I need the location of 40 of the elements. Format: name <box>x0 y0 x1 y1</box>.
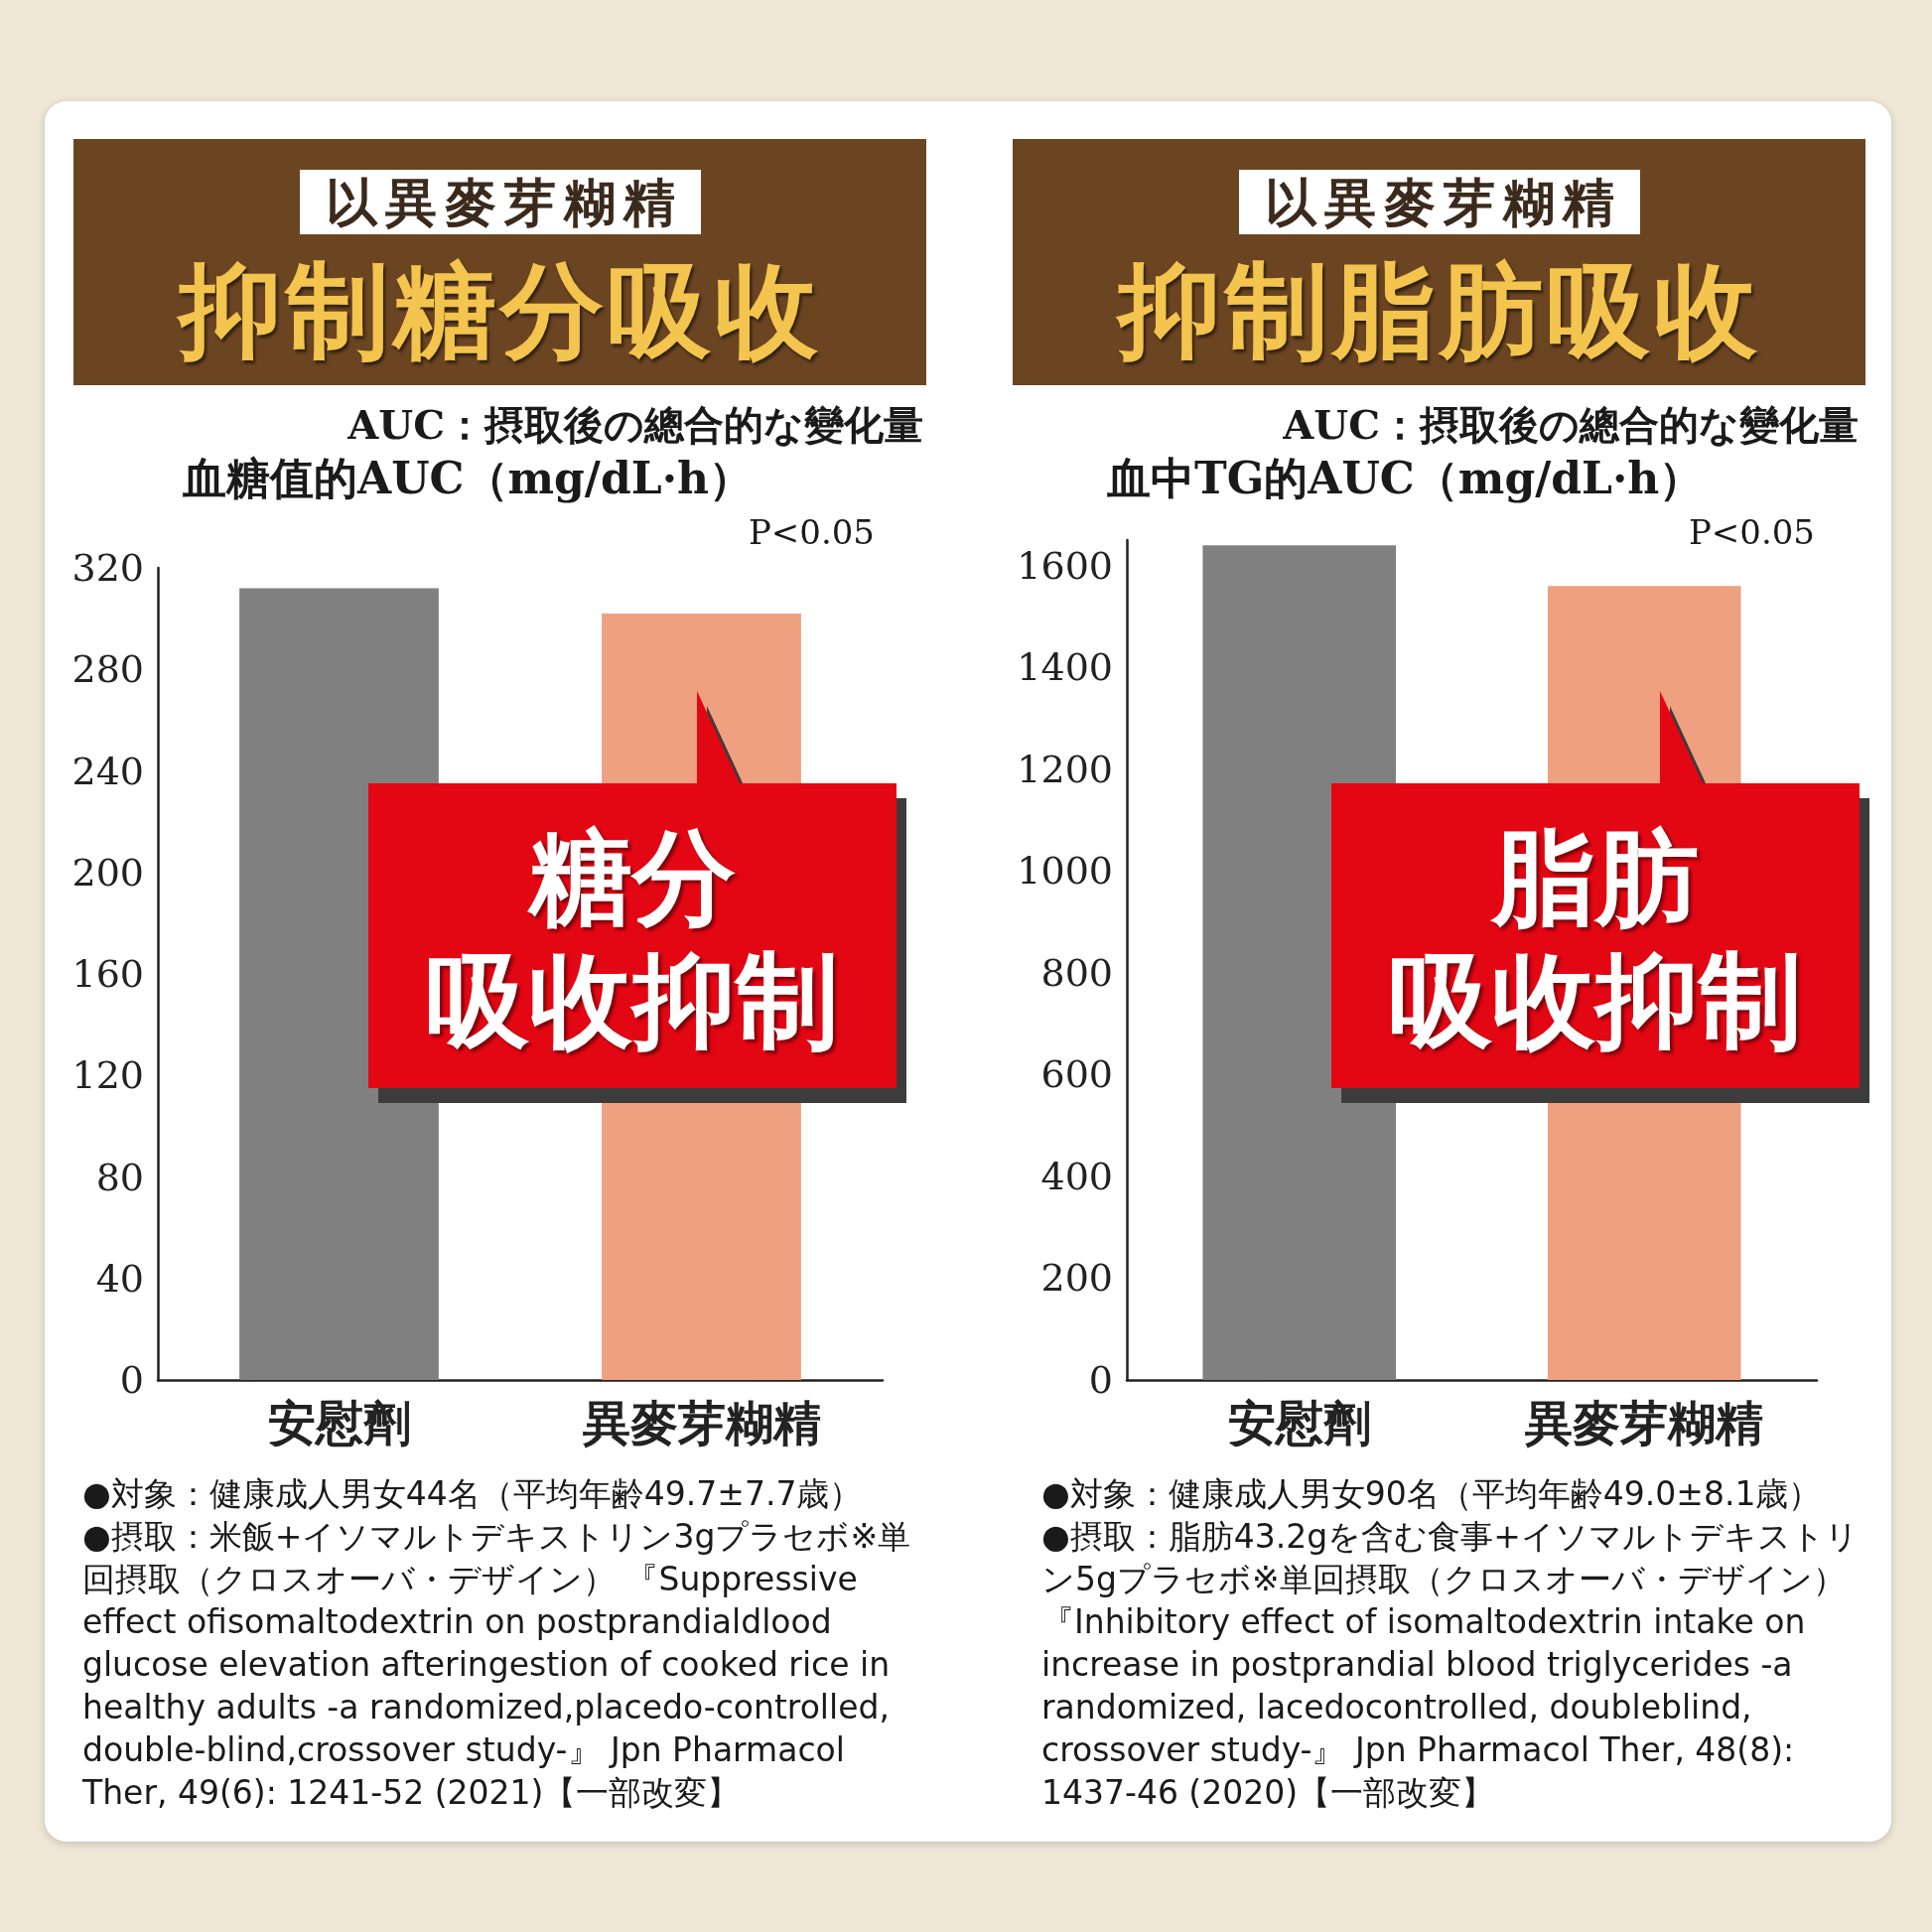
y-tick-label: 600 <box>1040 1052 1113 1097</box>
y-tick-label: 0 <box>1088 1358 1113 1402</box>
y-tick-label: 320 <box>71 546 144 590</box>
y-tick-label: 1400 <box>1017 645 1113 690</box>
chart-title: 抑制糖分吸收 <box>178 249 822 371</box>
annotation: P<0.05 <box>1688 512 1815 552</box>
y-tick-label: 1600 <box>1017 543 1113 588</box>
y-tick-label: 40 <box>95 1256 144 1301</box>
y-tick-label: 1200 <box>1017 747 1113 791</box>
annotation: 脂肪 <box>1492 816 1699 938</box>
x-tick-label: 安慰劑 <box>1227 1395 1371 1450</box>
y-tick-label: 0 <box>119 1358 144 1402</box>
y-tick-label: 160 <box>71 952 144 996</box>
text: ●対象：健康成人男女90名（平均年齢49.0±8.1歳） <box>1041 1473 1823 1515</box>
y-axis-title: 血糖值的AUC（mg/dL·h） <box>183 452 753 505</box>
text: ●摂取：米飯+イソマルトデキストリン3gプラセボ※単回摂取（クロスオーバ・デザイン） 『Suppressive effect ofisomaltodextrin on postprandialdlood glucose elevation afteringestion of cooked rice in healthy adults -a randomized,placedo-controlled, double-blind,crossover study-』 Jpn Pharmacol Ther, 49(6): 1241-52 (2021)【一部改変】 <box>82 1516 912 1814</box>
y-tick-label: 120 <box>71 1053 144 1098</box>
chart-subtitle: 以異麥芽糊精 <box>1238 170 1640 234</box>
y-axis-title: 血中TG的AUC（mg/dL·h） <box>1107 452 1704 505</box>
y-tick-label: 1000 <box>1017 849 1113 894</box>
annotation: 糖分 <box>529 816 736 938</box>
y-tick-label: 280 <box>71 647 144 692</box>
y-tick-label: 200 <box>71 850 144 895</box>
text: ●摂取：脂肪43.2gを含む食事+イソマルトデキストリン5gプラセボ※単回摂取（クロスオーバ・デザイン）『Inhibitory effect of isomaltodextrin intake on increase in postprandial blood triglycerides -a randomized, lacedocontrolled, doubleblind, crossover study-』 Jpn Pharmacol Ther, 48(8): 1437-46 (2020)【一部改変】 <box>1041 1516 1860 1814</box>
x-tick-label: 異麥芽糊精 <box>1525 1395 1764 1450</box>
chart-subtitle: 以異麥芽糊精 <box>299 170 701 234</box>
y-tick-label: 800 <box>1040 950 1113 995</box>
x-tick-label: 安慰劑 <box>267 1395 411 1450</box>
text: AUC：摂取後の總合的な變化量 <box>347 401 923 448</box>
y-tick-label: 400 <box>1040 1154 1113 1198</box>
y-tick-label: 80 <box>95 1155 144 1199</box>
x-tick-label: 異麥芽糊精 <box>582 1395 821 1450</box>
chart-title: 抑制脂肪吸收 <box>1117 249 1761 371</box>
y-tick-label: 240 <box>71 749 144 793</box>
annotation: 吸收抑制 <box>426 939 839 1061</box>
text: ●対象：健康成人男女44名（平均年齢49.7±7.7歳） <box>82 1473 864 1515</box>
annotation: 吸收抑制 <box>1389 939 1802 1061</box>
text: P<0.05 <box>748 512 875 552</box>
y-tick-label: 200 <box>1040 1256 1113 1301</box>
text: AUC：摂取後の總合的な變化量 <box>1283 401 1859 448</box>
